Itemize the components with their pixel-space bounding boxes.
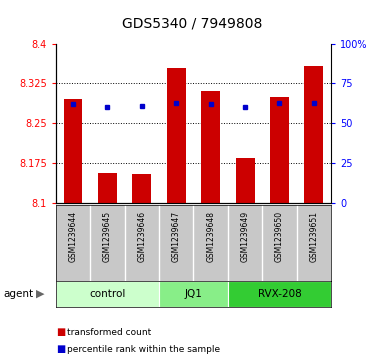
Text: ■: ■ xyxy=(56,327,65,337)
Bar xyxy=(64,99,82,203)
Text: ▶: ▶ xyxy=(36,289,45,299)
Text: agent: agent xyxy=(4,289,34,299)
Text: RVX-208: RVX-208 xyxy=(258,289,301,299)
Bar xyxy=(270,97,289,203)
Bar xyxy=(228,281,331,307)
Text: transformed count: transformed count xyxy=(67,328,152,337)
Text: GSM1239648: GSM1239648 xyxy=(206,211,215,262)
Text: percentile rank within the sample: percentile rank within the sample xyxy=(67,345,221,354)
Text: GSM1239647: GSM1239647 xyxy=(172,211,181,262)
Bar xyxy=(201,91,220,203)
Text: GSM1239651: GSM1239651 xyxy=(310,211,318,262)
Text: control: control xyxy=(89,289,126,299)
Bar xyxy=(159,281,228,307)
Bar xyxy=(132,174,151,203)
Text: JQ1: JQ1 xyxy=(184,289,203,299)
Text: GSM1239650: GSM1239650 xyxy=(275,211,284,262)
Text: GSM1239645: GSM1239645 xyxy=(103,211,112,262)
Bar xyxy=(305,66,323,203)
Text: GSM1239646: GSM1239646 xyxy=(137,211,146,262)
Bar xyxy=(56,281,159,307)
Text: GDS5340 / 7949808: GDS5340 / 7949808 xyxy=(122,16,263,30)
Text: ■: ■ xyxy=(56,344,65,354)
Text: GSM1239644: GSM1239644 xyxy=(69,211,77,262)
Bar xyxy=(167,68,186,203)
Text: GSM1239649: GSM1239649 xyxy=(241,211,249,262)
Bar xyxy=(98,173,117,203)
Bar xyxy=(236,158,254,203)
